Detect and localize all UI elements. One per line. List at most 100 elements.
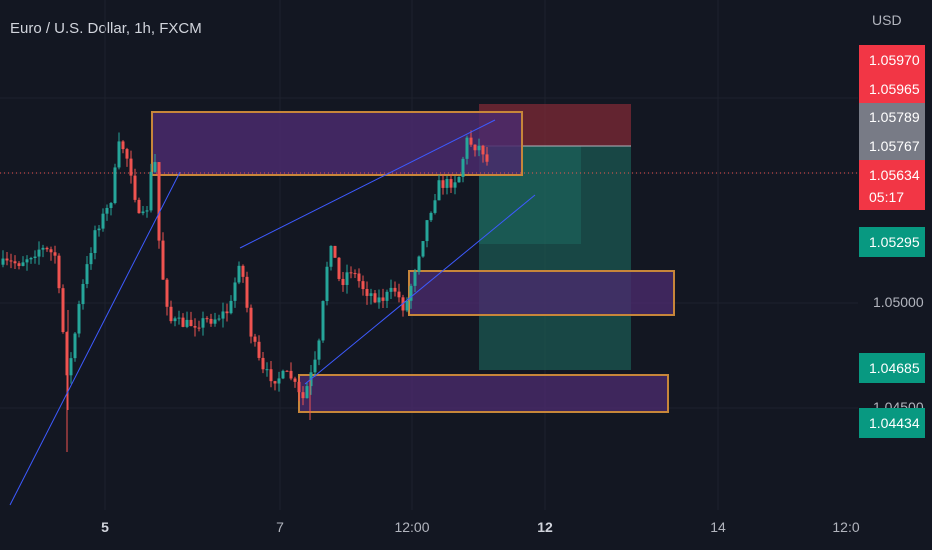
- chart-title: Euro / U.S. Dollar, 1h, FXCM: [10, 20, 202, 37]
- price-tag-stop: [859, 74, 925, 103]
- candle-body: [197, 327, 201, 329]
- candle-body: [233, 282, 237, 301]
- candle-body: [365, 289, 369, 296]
- candle-body: [225, 311, 229, 314]
- candle-body: [49, 249, 53, 253]
- candle-body: [97, 228, 101, 231]
- candle-body: [297, 381, 301, 393]
- candle-body: [173, 318, 177, 322]
- candle-body: [109, 203, 113, 208]
- candle-body: [337, 257, 341, 279]
- candle-body: [345, 272, 349, 285]
- candle-body: [457, 176, 461, 183]
- candle-body: [469, 137, 473, 145]
- candle-body: [285, 370, 289, 372]
- candle-body: [189, 319, 193, 327]
- x-tick-label: 12:0: [832, 519, 859, 535]
- candle-body: [41, 247, 45, 250]
- trendline[interactable]: [304, 194, 536, 385]
- candle-body: [133, 175, 137, 200]
- candle-body: [353, 273, 357, 275]
- currency-label: USD: [872, 12, 902, 28]
- candle-body: [361, 281, 365, 290]
- candle-body: [21, 262, 25, 266]
- y-tick-label: 1.05000: [873, 294, 924, 310]
- price-tag-neutral: [859, 103, 925, 132]
- candle-body: [1, 258, 5, 265]
- price-tag-text: 1.05634: [869, 167, 920, 183]
- candle-body: [9, 260, 13, 262]
- candle-body: [293, 378, 297, 382]
- candle-body: [269, 369, 273, 382]
- candle-body: [57, 255, 61, 289]
- candle-body: [249, 307, 253, 337]
- current-price-tag: [859, 160, 925, 210]
- price-tag-text: 1.05970: [869, 52, 920, 68]
- x-tick-label: 12: [537, 519, 553, 535]
- candle-body: [45, 247, 49, 250]
- candle-body: [445, 179, 449, 188]
- candle-body: [425, 220, 429, 242]
- supply-zone[interactable]: [151, 111, 523, 176]
- candle-body: [177, 317, 181, 319]
- candle-body: [413, 271, 417, 286]
- candle-body: [437, 180, 441, 201]
- candle-body: [421, 241, 425, 257]
- price-tag-text: 1.05767: [869, 138, 920, 154]
- price-tag-target: [859, 408, 925, 438]
- candle-body: [305, 386, 309, 399]
- candle-body: [153, 162, 157, 172]
- candle-body: [185, 319, 189, 327]
- take-profit-zone[interactable]: [479, 146, 631, 370]
- candle-body: [405, 300, 409, 311]
- trendline[interactable]: [9, 171, 181, 506]
- candle-body: [385, 291, 389, 301]
- candle-body: [477, 145, 481, 151]
- price-axis: 1.05000 1.04500 1.05970 1.05965 1.05789 …: [859, 45, 925, 438]
- candle-body: [253, 336, 257, 342]
- price-tag-stop: [859, 45, 925, 75]
- candle-body: [417, 256, 421, 272]
- candle-body: [429, 212, 433, 221]
- candle-body: [433, 200, 437, 213]
- candle-body: [85, 264, 89, 284]
- candle-body: [373, 293, 377, 303]
- candle-body: [273, 381, 277, 384]
- candle-body: [245, 276, 249, 308]
- candle-body: [69, 358, 73, 376]
- demand-zone-upper[interactable]: [408, 270, 675, 316]
- candle-body: [77, 304, 81, 334]
- candle-body: [377, 297, 381, 303]
- candle-body: [289, 370, 293, 379]
- candle-body: [29, 257, 33, 260]
- candle-body: [301, 392, 305, 399]
- candle-body: [481, 145, 485, 155]
- candle-body: [101, 213, 105, 229]
- candle-body: [329, 245, 333, 267]
- candle-body: [217, 318, 221, 320]
- candle-body: [213, 319, 217, 324]
- candle-body: [257, 341, 261, 358]
- price-tag-target: [859, 353, 925, 383]
- candle-body: [125, 149, 129, 159]
- candle-body: [357, 273, 361, 282]
- candle-body: [449, 179, 453, 188]
- candle-body: [73, 333, 77, 359]
- candle-body: [281, 370, 285, 379]
- candle-body: [201, 318, 205, 328]
- price-tag-text: 1.04685: [869, 360, 920, 376]
- candle-body: [397, 291, 401, 298]
- candle-body: [441, 180, 445, 188]
- demand-zone-lower[interactable]: [298, 374, 669, 413]
- candle-body: [465, 137, 469, 159]
- trendlines: [9, 119, 536, 506]
- candle-body: [229, 300, 233, 314]
- x-tick-label: 7: [276, 519, 284, 535]
- price-tag-text: 1.05789: [869, 109, 920, 125]
- trendline[interactable]: [239, 119, 496, 249]
- candle-body: [209, 318, 213, 324]
- x-tick-label: 14: [710, 519, 726, 535]
- candle-body: [473, 144, 477, 151]
- candle-body: [381, 297, 385, 301]
